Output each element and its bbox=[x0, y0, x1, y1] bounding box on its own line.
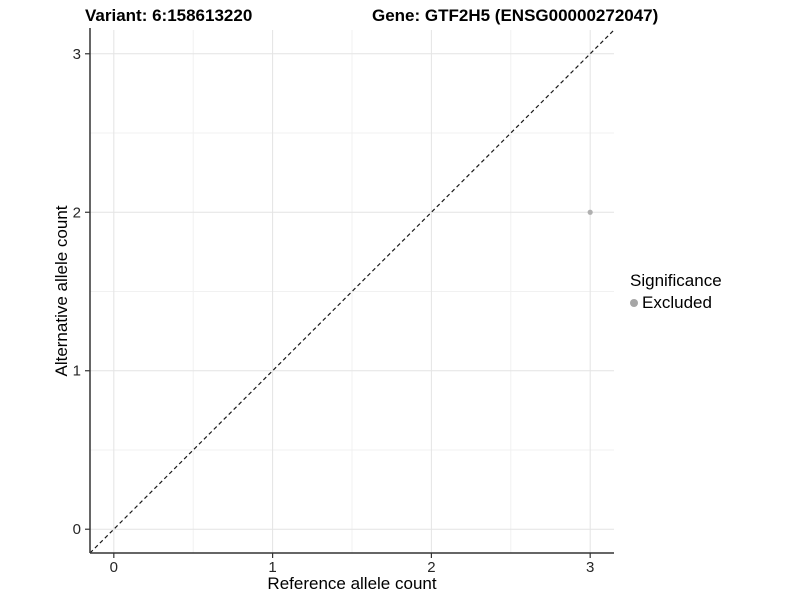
y-axis-label: Alternative allele count bbox=[52, 205, 71, 377]
svg-text:0: 0 bbox=[110, 559, 118, 576]
variant-title: Variant: 6:158613220 bbox=[85, 6, 253, 25]
svg-text:3: 3 bbox=[586, 559, 594, 576]
svg-text:1: 1 bbox=[268, 559, 276, 576]
legend: Significance Excluded bbox=[630, 271, 722, 313]
x-axis-label: Reference allele count bbox=[267, 574, 437, 593]
svg-text:2: 2 bbox=[427, 559, 435, 576]
svg-text:1: 1 bbox=[73, 363, 81, 380]
legend-entry-excluded: Excluded bbox=[630, 293, 722, 313]
data-point-excluded bbox=[587, 209, 593, 215]
legend-title: Significance bbox=[630, 271, 722, 290]
svg-text:2: 2 bbox=[73, 204, 81, 221]
legend-entry-label: Excluded bbox=[642, 293, 712, 312]
excluded-point-icon bbox=[630, 299, 638, 307]
svg-text:0: 0 bbox=[73, 521, 81, 538]
svg-text:3: 3 bbox=[73, 46, 81, 63]
gene-title: Gene: GTF2H5 (ENSG00000272047) bbox=[372, 6, 659, 25]
identity-reference-line bbox=[89, 29, 615, 554]
